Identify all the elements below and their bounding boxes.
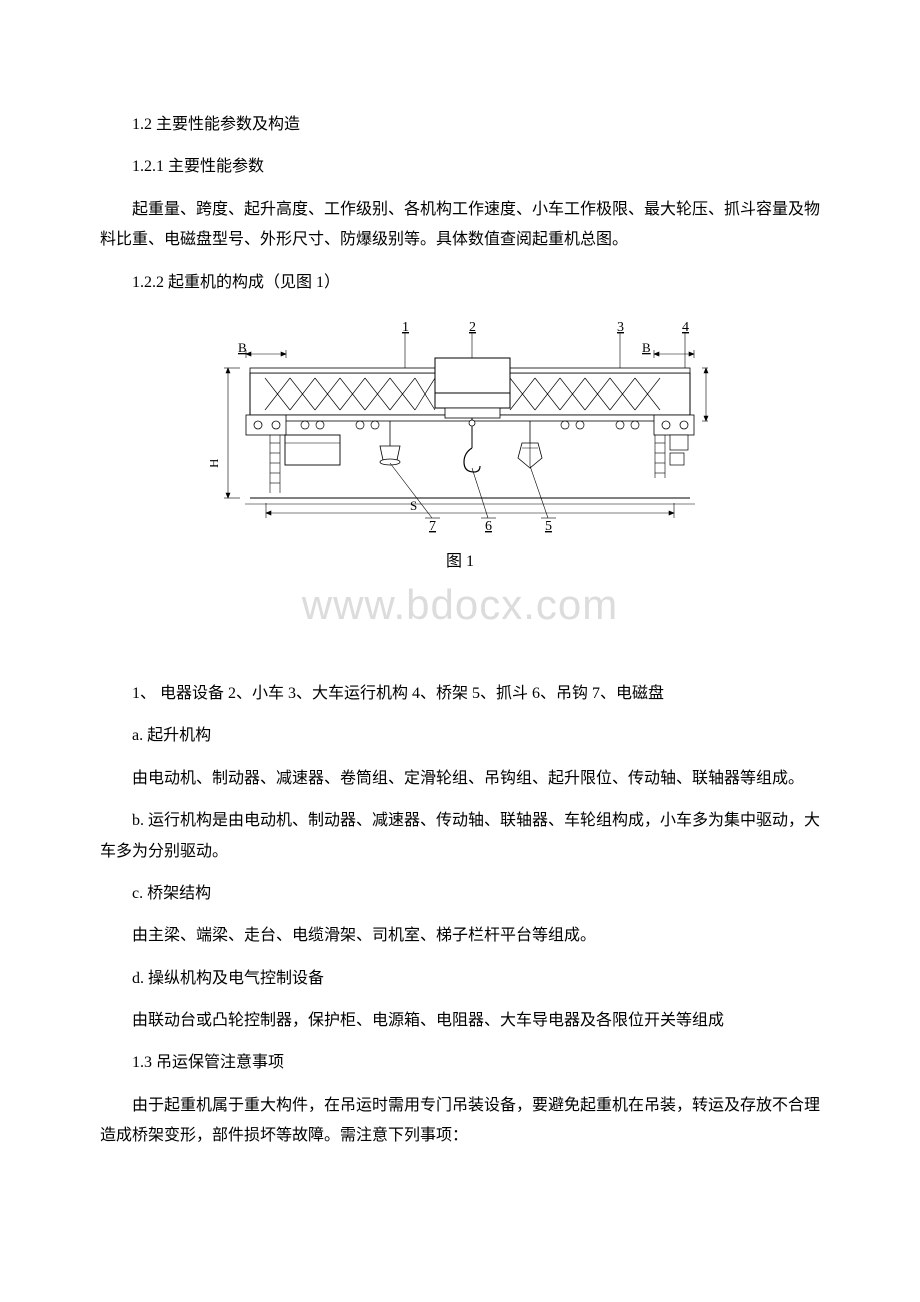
callout-2: 2 [469, 320, 476, 335]
figure-1: 1 2 3 4 7 6 5 B B [210, 318, 710, 571]
dim-B-left: B [238, 340, 247, 355]
section-d-body: 由联动台或凸轮控制器，保护柜、电源箱、电阻器、大车导电器及各限位开关等组成 [100, 1006, 820, 1036]
section-a-body: 由电动机、制动器、减速器、卷筒组、定滑轮组、吊钩组、起升限位、传动轴、联轴器等组… [100, 764, 820, 794]
dim-B-right: B [642, 340, 651, 355]
callout-6: 6 [485, 519, 492, 533]
figure-legend: 1、 电器设备 2、小车 3、大车运行机构 4、桥架 5、抓斗 6、吊钩 7、电… [100, 679, 820, 709]
section-c-title: c. 桥架结构 [100, 879, 820, 909]
heading-1-2-2: 1.2.2 起重机的构成（见图 1） [100, 268, 820, 298]
dim-H: H [210, 459, 221, 468]
callout-1: 1 [402, 320, 409, 335]
section-1-3-body: 由于起重机属于重大构件，在吊运时需用专门吊装设备，要避免起重机在吊装，转运及存放… [100, 1091, 820, 1152]
section-b-body: b. 运行机构是由电动机、制动器、减速器、传动轴、联轴器、车轮组构成，小车多为集… [100, 806, 820, 867]
callout-7: 7 [429, 519, 436, 533]
callout-3: 3 [617, 320, 624, 335]
section-d-title: d. 操纵机构及电气控制设备 [100, 964, 820, 994]
heading-1-2: 1.2 主要性能参数及构造 [100, 110, 820, 140]
section-a-title: a. 起升机构 [100, 721, 820, 751]
dim-S: S [410, 498, 417, 513]
watermark: www.bdocx.com [100, 581, 820, 629]
para-params: 起重量、跨度、起升高度、工作级别、各机构工作速度、小车工作极限、最大轮压、抓斗容… [100, 195, 820, 256]
crane-diagram-svg: 1 2 3 4 7 6 5 B B [210, 318, 710, 533]
callout-5: 5 [545, 519, 552, 533]
figure-caption: 图 1 [210, 547, 710, 571]
heading-1-3: 1.3 吊运保管注意事项 [100, 1048, 820, 1078]
heading-1-2-1: 1.2.1 主要性能参数 [100, 152, 820, 182]
section-c-body: 由主梁、端梁、走台、电缆滑架、司机室、梯子栏杆平台等组成。 [100, 921, 820, 951]
callout-4: 4 [682, 320, 689, 335]
